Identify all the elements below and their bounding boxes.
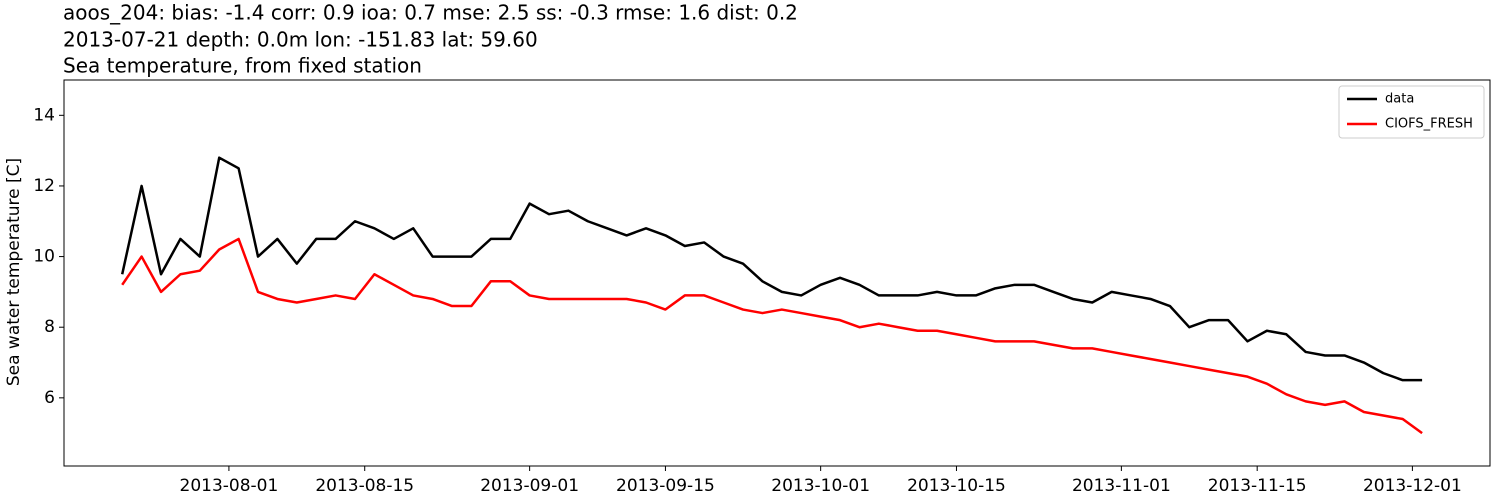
title-line: 2013-07-21 depth: 0.0m lon: -151.83 lat:… [63,28,538,52]
y-tick-label: 10 [33,247,55,267]
y-tick-label: 14 [33,105,55,125]
series-line [120,156,1423,382]
x-tick-label: 2013-11-15 [1208,476,1307,496]
y-tick-label: 6 [44,388,55,408]
x-tick-label: 2013-10-15 [907,476,1006,496]
x-tick-label: 2013-12-01 [1363,476,1462,496]
y-tick-label: 8 [44,317,55,337]
y-axis-label: Sea water temperature [C] [4,158,24,386]
title-line: Sea temperature, from fixed station [63,54,422,78]
x-tick-label: 2013-09-01 [480,476,579,496]
x-tick-label: 2013-09-15 [616,476,715,496]
x-tick-label: 2013-10-01 [771,476,870,496]
x-tick-label: 2013-08-15 [315,476,414,496]
title-line: aoos_204: bias: -1.4 corr: 0.9 ioa: 0.7 … [63,1,798,25]
legend-label: data [1385,92,1414,107]
plot-frame [63,79,1491,467]
y-tick-label: 12 [33,176,55,196]
series-line [121,237,1423,435]
legend-label: CIOFS_FRESH [1385,117,1473,132]
x-tick-label: 2013-11-01 [1072,476,1171,496]
x-tick-label: 2013-08-01 [180,476,279,496]
